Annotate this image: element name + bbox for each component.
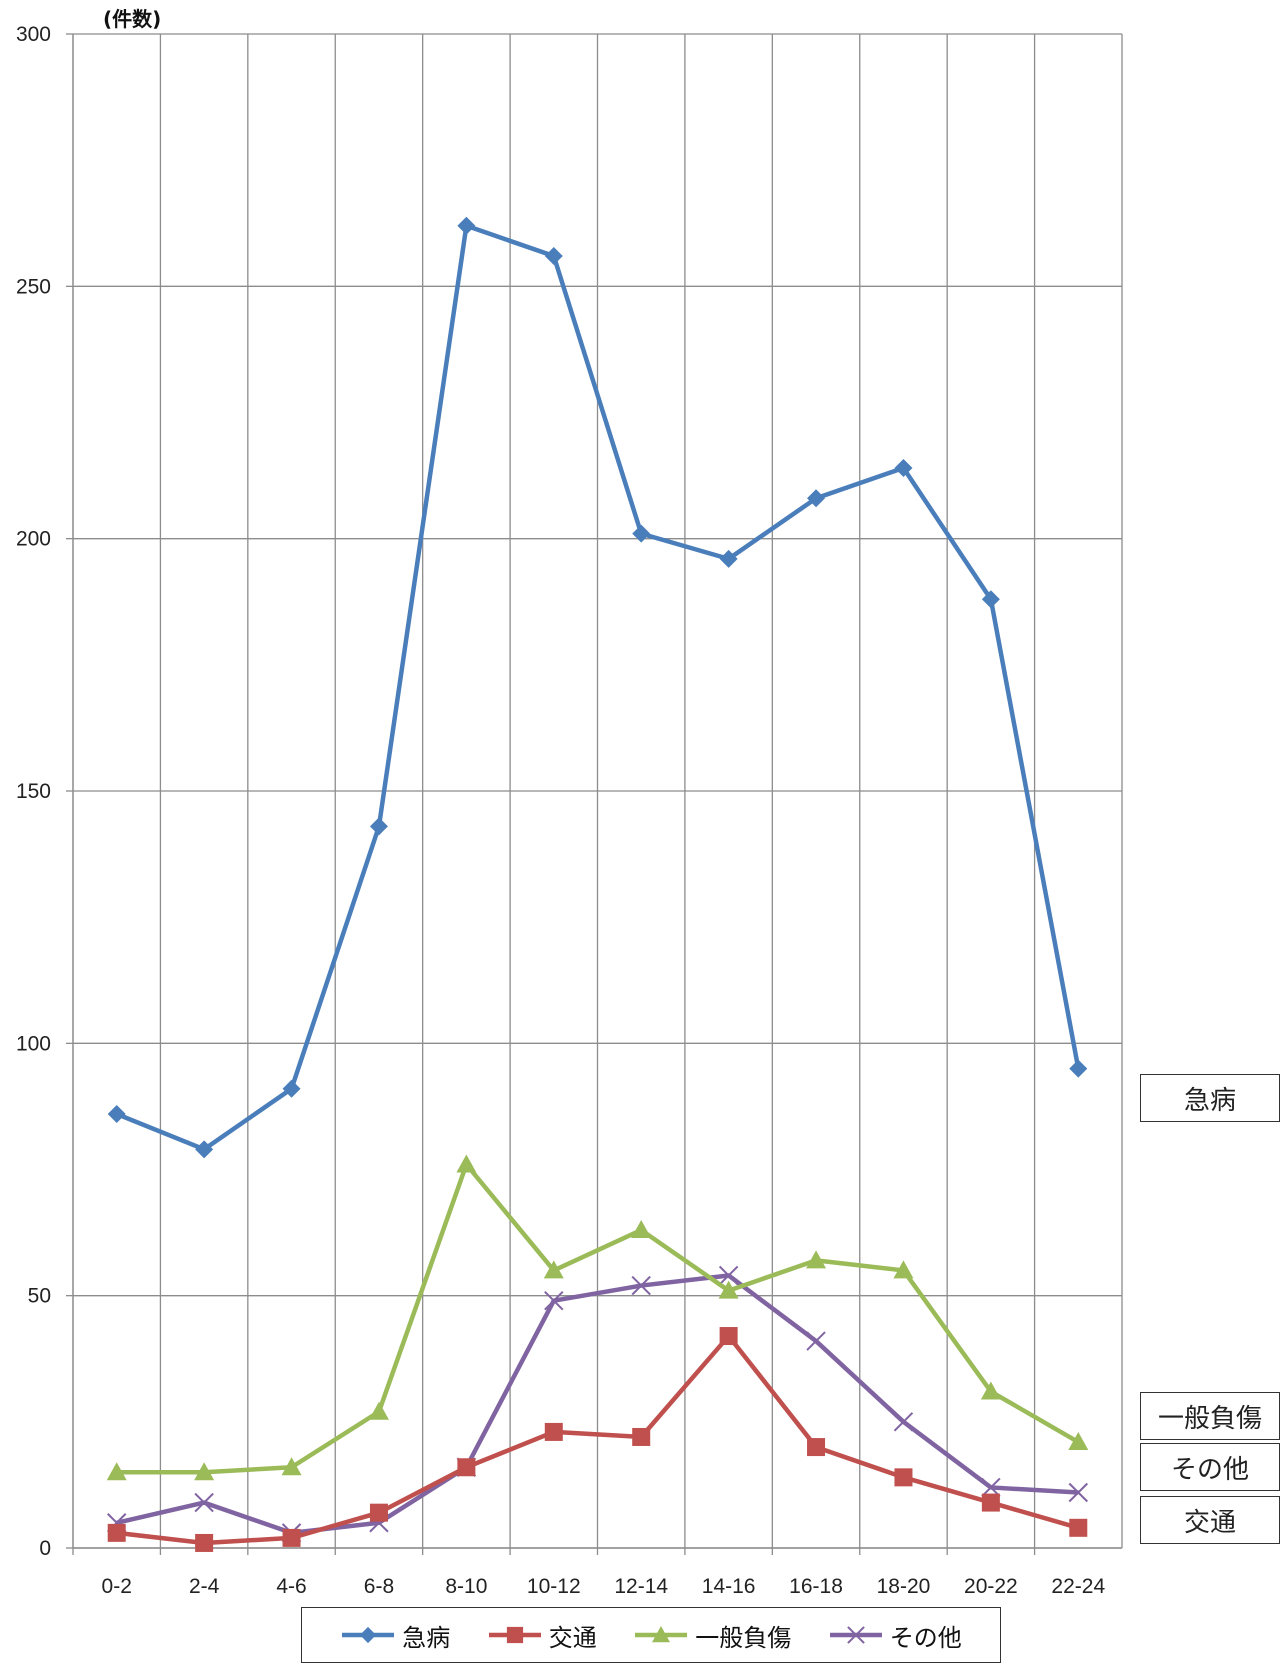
data-point xyxy=(1069,1059,1088,1078)
x-tick-label: 0-2 xyxy=(102,1575,132,1598)
x-tick-label: 12-14 xyxy=(614,1575,668,1598)
legend-swatch xyxy=(488,1626,541,1644)
data-point xyxy=(106,1462,127,1481)
data-point xyxy=(894,459,913,478)
y-tick-label: 0 xyxy=(39,1537,51,1560)
legend-item: 交通 xyxy=(487,1618,597,1653)
data-point xyxy=(369,817,388,836)
data-point xyxy=(807,1438,826,1457)
x-tick-label: 6-8 xyxy=(364,1575,394,1598)
data-point xyxy=(981,1493,1000,1512)
y-tick-label: 50 xyxy=(28,1285,51,1308)
data-point xyxy=(981,590,1000,609)
data-point xyxy=(718,1265,739,1286)
data-point xyxy=(1068,1482,1088,1503)
data-point xyxy=(1068,1432,1089,1451)
grid xyxy=(73,33,1123,1549)
legend: 急病 交通 一般負傷 その他 xyxy=(301,1607,1001,1663)
side-label-kotsu: 交通 xyxy=(1140,1496,1280,1544)
x-tick-label: 8-10 xyxy=(445,1575,487,1598)
legend-marker xyxy=(652,1626,671,1643)
legend-label: その他 xyxy=(889,1623,962,1652)
series-layer xyxy=(106,216,1089,1552)
data-point xyxy=(107,1104,126,1123)
data-point xyxy=(194,1462,215,1481)
y-tick-label: 200 xyxy=(16,528,51,551)
data-point xyxy=(981,1477,1001,1498)
data-point xyxy=(631,1220,652,1239)
data-point xyxy=(719,549,738,568)
axes xyxy=(66,33,1122,1555)
series-line xyxy=(116,1333,1079,1546)
data-point xyxy=(368,1401,389,1420)
legend-swatch xyxy=(635,1626,688,1643)
x-tick-label: 4-6 xyxy=(276,1575,306,1598)
data-point xyxy=(456,1154,477,1173)
legend-item: 一般負傷 xyxy=(633,1618,791,1653)
data-point xyxy=(980,1381,1001,1400)
data-point xyxy=(894,1468,913,1487)
data-point xyxy=(194,1492,214,1513)
data-point xyxy=(806,1250,827,1269)
x-tick-label: 2-4 xyxy=(189,1575,220,1598)
x-tick-label: 14-16 xyxy=(702,1575,756,1598)
legend-item: その他 xyxy=(828,1618,962,1653)
x-tick-label: 18-20 xyxy=(877,1575,931,1598)
legend-marker xyxy=(360,1626,377,1644)
side-label-sonota: その他 xyxy=(1140,1443,1280,1491)
data-point xyxy=(369,1503,388,1522)
y-axis-label: (件数) xyxy=(103,7,161,31)
data-point xyxy=(631,1275,651,1296)
legend-marker xyxy=(846,1626,865,1644)
y-tick-label: 150 xyxy=(16,780,51,803)
x-tick-label: 22-24 xyxy=(1051,1575,1105,1598)
data-point xyxy=(195,1533,214,1552)
series-line xyxy=(116,1273,1079,1536)
data-point xyxy=(457,216,476,235)
x-axis-ticks: 0-2 2-4 4-6 6-8 8-10 10-12 12-14 14-16 16-18 18-2… xyxy=(102,1575,1106,1598)
data-point xyxy=(806,1331,826,1351)
y-axis-ticks: 0 50 100 150 200 250 300 xyxy=(16,23,51,1560)
data-point xyxy=(632,1427,651,1446)
data-point xyxy=(1069,1518,1088,1537)
y-tick-label: 300 xyxy=(16,23,51,46)
side-label-ippan-fusho: 一般負傷 xyxy=(1140,1392,1280,1440)
side-label-kyubyo: 急病 xyxy=(1140,1074,1280,1122)
legend-label: 交通 xyxy=(548,1623,597,1652)
legend-swatch xyxy=(342,1626,395,1644)
legend-label: 一般負傷 xyxy=(695,1623,792,1652)
data-point xyxy=(632,524,651,543)
series-line xyxy=(116,1162,1080,1475)
data-point xyxy=(544,1422,563,1441)
data-point xyxy=(544,247,563,266)
data-point xyxy=(107,1523,126,1542)
x-tick-label: 10-12 xyxy=(527,1575,581,1598)
data-point xyxy=(719,1327,738,1346)
data-point xyxy=(281,1457,302,1476)
data-point xyxy=(282,1079,301,1098)
data-point xyxy=(282,1528,301,1547)
legend-marker xyxy=(506,1626,523,1644)
y-tick-label: 100 xyxy=(16,1032,51,1055)
data-point xyxy=(718,1280,739,1299)
series-1 xyxy=(107,1327,1088,1552)
x-tick-label: 20-22 xyxy=(964,1575,1018,1598)
data-point xyxy=(893,1260,914,1279)
legend-label: 急病 xyxy=(402,1623,451,1652)
data-point xyxy=(807,489,826,508)
data-point xyxy=(544,1291,564,1311)
series-2 xyxy=(106,1154,1089,1481)
x-tick-label: 16-18 xyxy=(789,1575,843,1598)
data-point xyxy=(457,1458,476,1477)
legend-item: 急病 xyxy=(340,1618,450,1653)
series-line xyxy=(115,223,1081,1152)
y-tick-label: 250 xyxy=(16,275,51,298)
data-point xyxy=(893,1412,914,1432)
data-point xyxy=(195,1140,214,1159)
data-point xyxy=(543,1260,564,1279)
legend-swatch xyxy=(829,1626,882,1644)
series-0 xyxy=(107,216,1088,1159)
